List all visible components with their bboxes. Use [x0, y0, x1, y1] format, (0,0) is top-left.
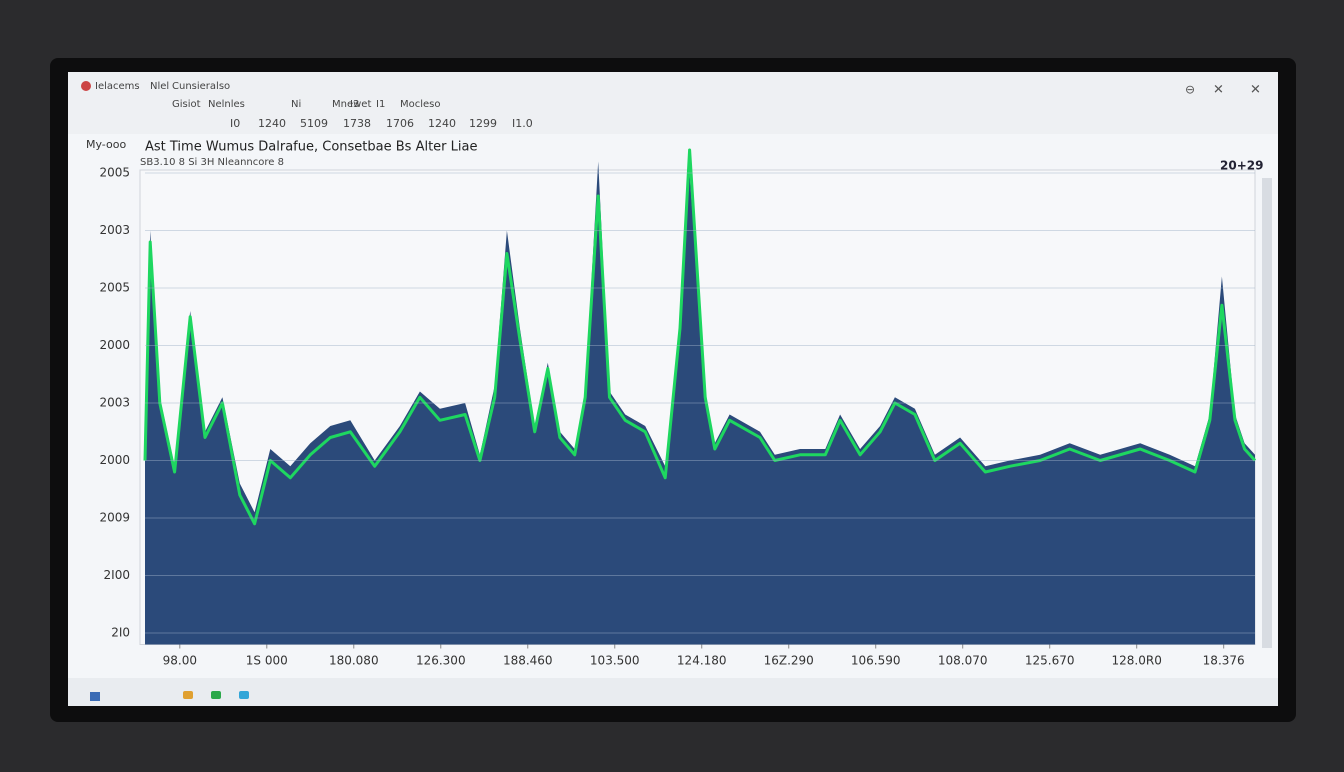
close-button[interactable]: ✕: [1250, 83, 1261, 98]
taskbar: [68, 678, 1278, 706]
chart-title: Ast Time Wumus Dalrafue, Consetbae Bs Al…: [145, 140, 477, 155]
x-tick-label: 128.0R0: [1112, 654, 1162, 668]
x-tick-label: 16Z.290: [764, 654, 814, 668]
menu-item[interactable]: Gisiot: [172, 99, 201, 110]
toolbar-value[interactable]: 5109: [300, 117, 328, 130]
menu-item[interactable]: Mnewet: [332, 99, 371, 110]
menu-item[interactable]: I3: [350, 99, 359, 110]
y-tick-label: 2009: [99, 511, 130, 525]
toolbar-value[interactable]: 1240: [428, 117, 456, 130]
x-tick-label: 180.080: [329, 654, 379, 668]
y-tick-label: 2000: [99, 453, 130, 467]
app-icon: [81, 81, 91, 91]
x-tick-label: 103.500: [590, 654, 640, 668]
y-tick-label: 2I00: [104, 568, 130, 582]
taskbar-icon[interactable]: [90, 692, 100, 701]
plot: 2I0 2I00 2009 2000 2003 2000 2005 2003 2005 98.00…: [99, 148, 1257, 668]
menu-item[interactable]: Mocleso: [400, 99, 441, 110]
taskbar-icon[interactable]: [211, 691, 221, 699]
toolbar-value[interactable]: 1240: [258, 117, 286, 130]
minimize-button[interactable]: ⊖: [1185, 83, 1195, 97]
y-tick-label: 2003: [99, 396, 130, 410]
toolbar: [68, 72, 1278, 134]
y-tick-label: 2I0: [111, 626, 130, 640]
x-tick-label: 126.300: [416, 654, 466, 668]
x-tick-label: 18.376: [1203, 654, 1245, 668]
x-tick-label: 108.070: [938, 654, 988, 668]
x-tick-label: 1S 000: [246, 654, 288, 668]
menu-item[interactable]: Cunsieralso: [172, 81, 230, 92]
toolbar-value[interactable]: I0: [230, 117, 240, 130]
menu-item[interactable]: I1: [376, 99, 385, 110]
menu-item[interactable]: Ni: [291, 99, 301, 110]
corner-label: 20+29: [1220, 159, 1263, 173]
x-tick-label: 188.460: [503, 654, 553, 668]
chart-subtitle: SB3.10 8 Si 3H Nleanncore 8: [140, 157, 284, 168]
panel-label: My-ooo: [86, 138, 126, 151]
menu-item[interactable]: Nelnles: [208, 99, 245, 110]
toolbar-value[interactable]: 1299: [469, 117, 497, 130]
y-tick-label: 2005: [99, 166, 130, 180]
y-tick-label: 2003: [99, 223, 130, 237]
taskbar-icon[interactable]: [183, 691, 193, 699]
x-tick-label: 106.590: [851, 654, 901, 668]
toolbar-value[interactable]: I1.0: [512, 117, 533, 130]
toolbar-value[interactable]: 1738: [343, 117, 371, 130]
toolbar-value[interactable]: 1706: [386, 117, 414, 130]
line: [143, 148, 1257, 526]
menu-item[interactable]: Ielacems: [95, 81, 140, 92]
x-tick-label: 98.00: [163, 654, 197, 668]
y-tick-label: 2000: [99, 338, 130, 352]
x-tick-label: 124.180: [677, 654, 727, 668]
maximize-button[interactable]: ✕: [1213, 83, 1224, 98]
menu-item[interactable]: Nlel: [150, 81, 169, 92]
x-tick-label: 125.670: [1025, 654, 1075, 668]
taskbar-icon[interactable]: [239, 691, 249, 699]
y-tick-label: 2005: [99, 281, 130, 295]
scrollbar[interactable]: [1262, 178, 1272, 648]
